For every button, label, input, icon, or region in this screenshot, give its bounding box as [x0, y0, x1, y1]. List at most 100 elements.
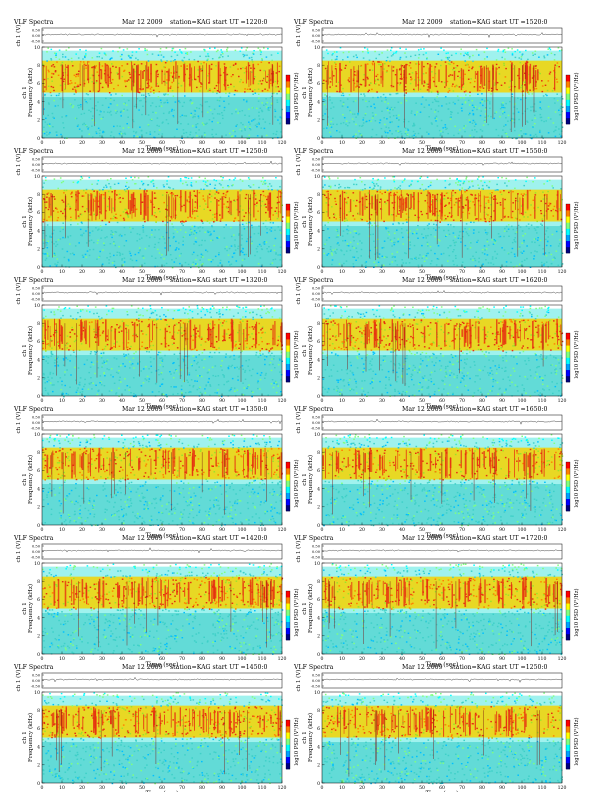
colorbar-segment [286, 345, 290, 351]
colorbar-segment [286, 376, 290, 382]
colorbar-segment [286, 100, 290, 106]
colorbar-segment [566, 93, 570, 99]
colorbar-label: log10 PSD (V²/Hz) [293, 201, 300, 249]
amplitude-frame [322, 157, 562, 172]
x-tick-label: 30 [99, 140, 105, 146]
colorbar-segment [286, 591, 290, 597]
colorbar-segment [566, 622, 570, 628]
x-tick-label: 0 [41, 398, 44, 404]
x-tick-label: 0 [321, 785, 324, 791]
x-tick-label: 90 [219, 269, 225, 275]
x-tick-label: 100 [238, 269, 247, 275]
x-tick-label: 100 [518, 527, 527, 533]
y-tick-label: 4 [317, 615, 320, 621]
x-tick-label: 30 [99, 398, 105, 404]
colorbar-segment [286, 333, 290, 339]
colorbar-segment [286, 112, 290, 118]
amplitude-axis-label: ch 1 (V) [295, 25, 302, 47]
colorbar-label: log10 PSD (V²/Hz) [573, 330, 580, 378]
panel-station-start: station=KAG start UT =1550:0 [450, 148, 548, 155]
amplitude-tick-label: 0.00 [32, 679, 41, 683]
x-tick-label: 120 [558, 785, 567, 791]
y-tick-label: 6 [317, 597, 320, 603]
colorbar-segment [286, 87, 290, 93]
x-tick-label: 50 [139, 785, 145, 791]
frequency-axis-label: Frequency (kHz) [27, 326, 34, 375]
colorbar-segment [566, 751, 570, 757]
colorbar-segment [566, 468, 570, 474]
emission-band [42, 577, 282, 609]
amplitude-frame [42, 157, 282, 172]
x-tick-label: 40 [399, 269, 405, 275]
x-tick-label: 10 [339, 140, 345, 146]
x-tick-label: 20 [79, 656, 85, 662]
colorbar-segment [566, 474, 570, 480]
panel-date: Mar 12 2009 [122, 664, 163, 671]
x-tick-label: 30 [379, 785, 385, 791]
x-tick-label: 10 [59, 140, 65, 146]
colorbar-segment [286, 241, 290, 247]
x-tick-label: 90 [219, 656, 225, 662]
colorbar-segment [286, 216, 290, 222]
colorbar-segment [566, 339, 570, 345]
y-tick-label: 10 [314, 303, 320, 309]
x-tick-label: 20 [79, 785, 85, 791]
colorbar-segment [286, 210, 290, 216]
colorbar-segment [286, 106, 290, 112]
emission-band [42, 319, 282, 351]
y-tick-label: 10 [314, 561, 320, 567]
colorbar-segment [286, 720, 290, 726]
y-tick-label: 8 [37, 321, 40, 327]
y-tick-label: 10 [34, 303, 40, 309]
colorbar-segment [286, 462, 290, 468]
colorbar-segment [286, 339, 290, 345]
colorbar-label: log10 PSD (V²/Hz) [573, 72, 580, 120]
colorbar-segment [286, 235, 290, 241]
colorbar-segment [286, 487, 290, 493]
y-tick-label: 10 [314, 174, 320, 180]
colorbar-segment [566, 345, 570, 351]
colorbar-segment [566, 609, 570, 615]
x-tick-label: 80 [479, 527, 485, 533]
y-tick-label: 10 [314, 432, 320, 438]
colorbar-segment [286, 229, 290, 235]
x-tick-label: 30 [379, 656, 385, 662]
x-tick-label: 10 [339, 398, 345, 404]
colorbar-segment [566, 112, 570, 118]
y-tick-label: 2 [317, 634, 320, 640]
amplitude-tick-label: 0.00 [32, 421, 41, 425]
x-tick-label: 0 [321, 527, 324, 533]
x-tick-label: 30 [379, 269, 385, 275]
panel-date: Mar 12 2009 [402, 535, 443, 542]
amplitude-tick-label: -0.50 [31, 685, 41, 689]
panel-station-start: station=KAG start UT =1650:0 [450, 406, 548, 413]
amplitude-frame [42, 28, 282, 43]
amplitude-tick-label: -0.50 [311, 427, 321, 431]
x-tick-label: 20 [79, 527, 85, 533]
colorbar-segment [566, 81, 570, 87]
x-tick-label: 110 [258, 527, 267, 533]
x-tick-label: 80 [199, 269, 205, 275]
amplitude-tick-label: -0.50 [311, 298, 321, 302]
colorbar-segment [566, 603, 570, 609]
amplitude-tick-label: -0.50 [311, 685, 321, 689]
x-tick-label: 0 [41, 269, 44, 275]
y-tick-label: 2 [37, 763, 40, 769]
x-tick-label: 90 [219, 140, 225, 146]
amplitude-tick-label: 0.00 [312, 550, 321, 554]
x-tick-label: 50 [139, 269, 145, 275]
panel-station-start: station=KAG start UT =1420:0 [170, 535, 268, 542]
colorbar-label: log10 PSD (V²/Hz) [573, 459, 580, 507]
panel-station-start: station=KAG start UT =1220:0 [170, 19, 268, 26]
colorbar-segment [566, 87, 570, 93]
amplitude-axis-label: ch 1 (V) [295, 154, 302, 176]
spectrogram-noise-floor [42, 484, 282, 525]
y-tick-label: 6 [317, 468, 320, 474]
x-tick-label: 80 [479, 398, 485, 404]
x-tick-label: 100 [518, 140, 527, 146]
